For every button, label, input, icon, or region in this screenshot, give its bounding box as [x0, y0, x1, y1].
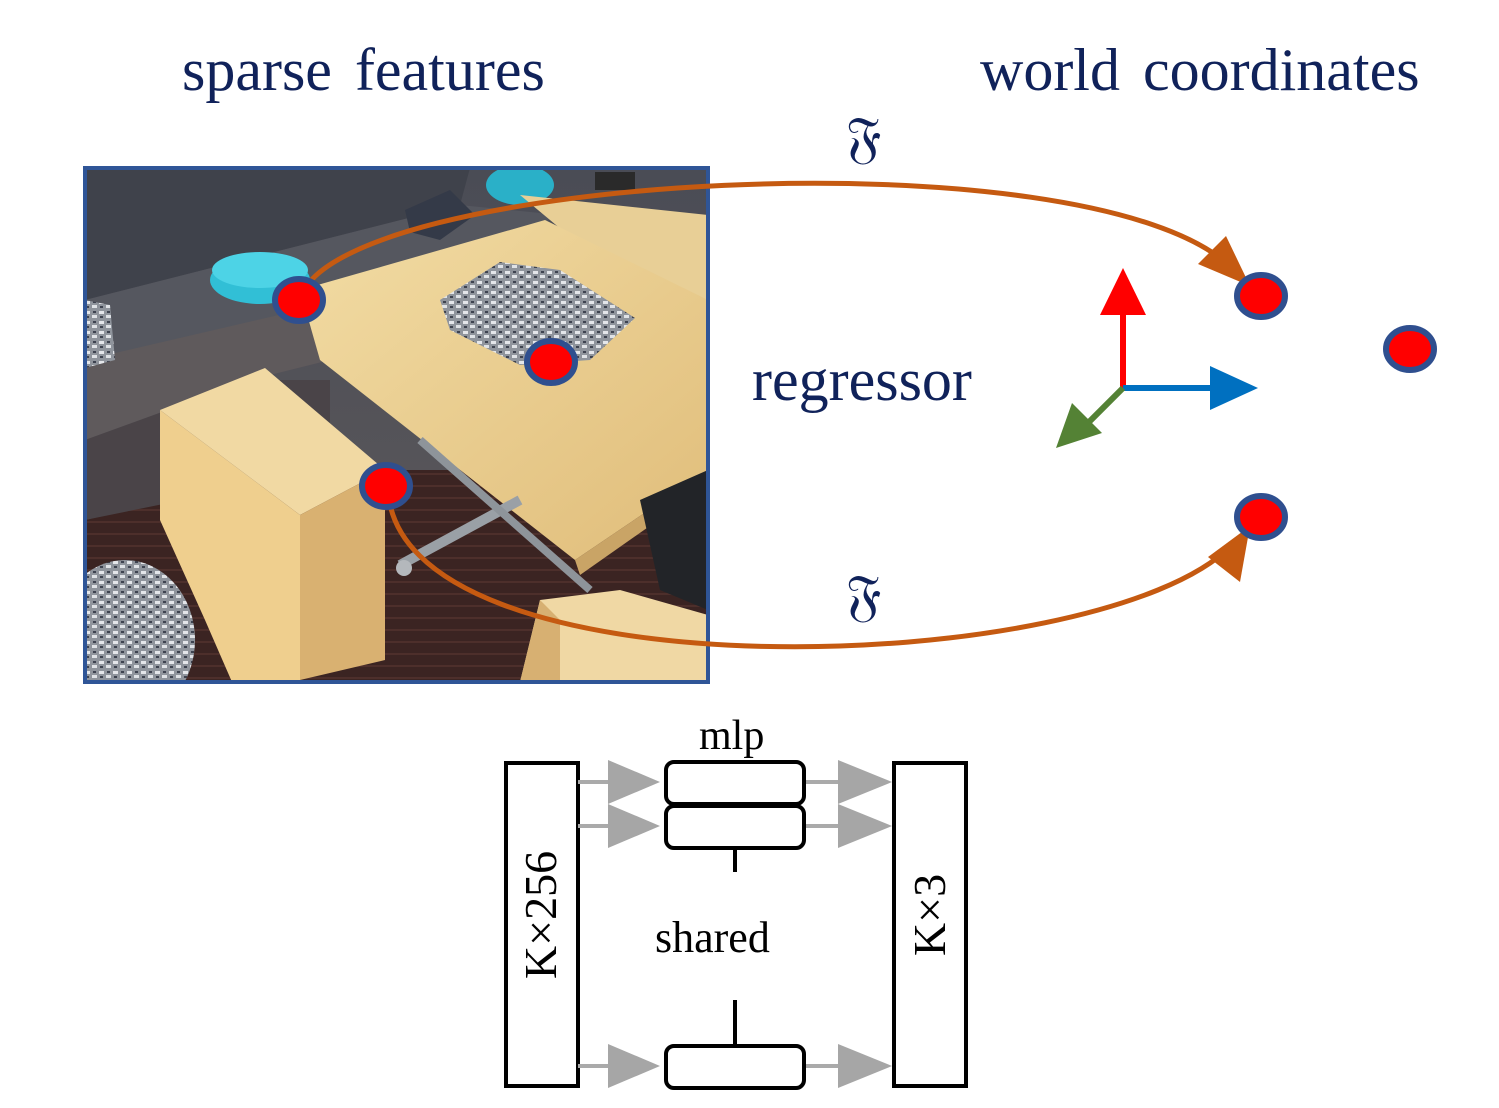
regressor-label: regressor: [752, 347, 972, 413]
keypoint: [359, 462, 413, 510]
mlp-box: [664, 1044, 806, 1090]
output-dimension-label: K×3: [904, 873, 955, 957]
mlp-box: [664, 804, 806, 850]
image-keypoints: [272, 276, 578, 510]
mapping-arrow-top: [297, 180, 1234, 301]
photo-frame: [83, 166, 710, 684]
keypoint: [1234, 272, 1288, 320]
left-heading: sparse features: [182, 37, 545, 103]
keypoint: [1383, 325, 1437, 373]
mlp-box: [664, 760, 806, 806]
gray-arrows-out: [804, 760, 892, 1088]
coordinate-axes-icon: [1056, 268, 1258, 448]
keypoint: [272, 276, 326, 324]
right-heading: world coordinates: [980, 37, 1420, 103]
mapping-arrowhead-bottom: [1208, 526, 1250, 582]
mapping-symbol-top: 𝔉: [846, 105, 882, 170]
x-axis-arrowhead: [1210, 366, 1258, 410]
mlp-label: mlp: [699, 713, 765, 759]
output-box: [892, 761, 968, 1088]
input-dimension-label: K×256: [515, 850, 566, 980]
shared-label: shared: [655, 913, 770, 962]
y-axis-arrowhead: [1100, 268, 1146, 315]
z-axis-arrowhead: [1056, 403, 1102, 448]
input-box: [504, 761, 580, 1088]
world-keypoints: [1234, 272, 1437, 541]
scene-photo: [85, 168, 708, 682]
mapping-symbol-bottom: 𝔉: [846, 563, 882, 628]
keypoint: [1234, 493, 1288, 541]
mapping-arrowhead-top: [1198, 236, 1250, 286]
mapping-arrow-bottom: [385, 485, 1234, 650]
network-diagram: [504, 760, 968, 1090]
gray-arrows-in: [578, 760, 660, 1088]
keypoint: [524, 338, 578, 386]
